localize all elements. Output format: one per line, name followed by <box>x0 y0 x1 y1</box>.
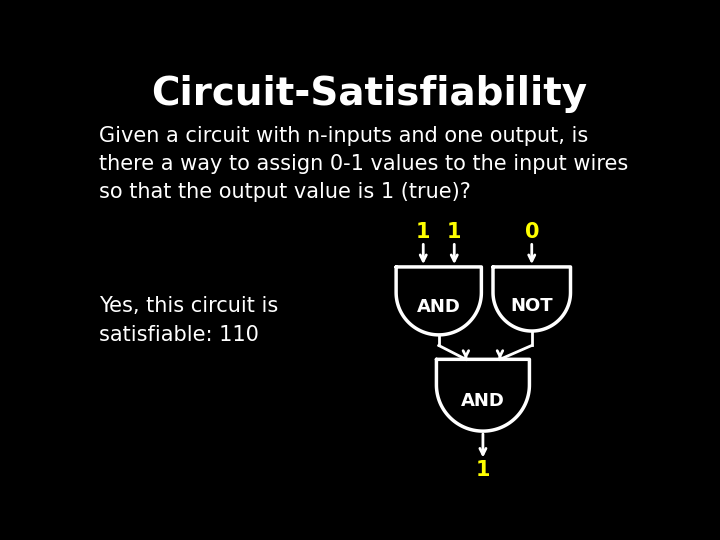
Polygon shape <box>436 359 529 431</box>
Text: Yes, this circuit is
satisfiable: 110: Yes, this circuit is satisfiable: 110 <box>99 296 279 346</box>
Text: AND: AND <box>461 392 505 410</box>
Text: 0: 0 <box>524 222 539 242</box>
Text: Given a circuit with n-inputs and one output, is
there a way to assign 0-1 value: Given a circuit with n-inputs and one ou… <box>99 126 629 202</box>
Text: NOT: NOT <box>510 297 553 315</box>
Polygon shape <box>493 267 570 331</box>
Text: Circuit-Satisfiability: Circuit-Satisfiability <box>151 75 587 113</box>
Text: 1: 1 <box>476 460 490 480</box>
Text: 1: 1 <box>447 222 462 242</box>
Polygon shape <box>396 267 482 335</box>
Text: AND: AND <box>417 298 461 316</box>
Text: 1: 1 <box>416 222 431 242</box>
